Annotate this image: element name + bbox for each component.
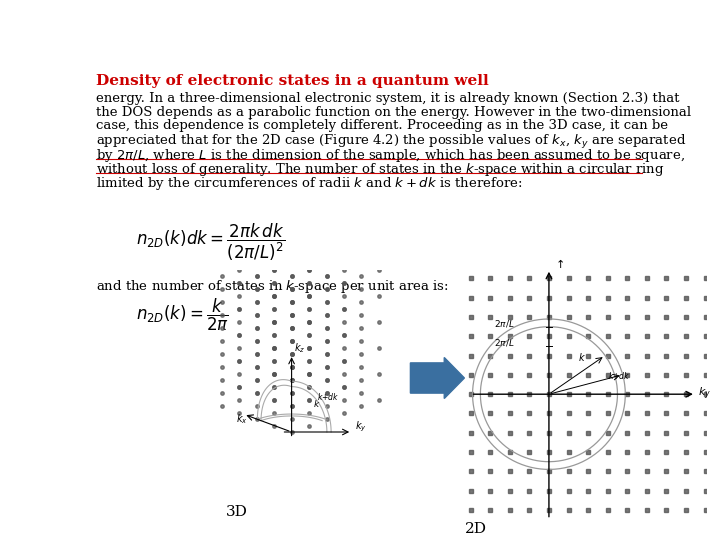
Text: and the number of states in $k$-space per unit area is:: and the number of states in $k$-space pe…	[96, 278, 449, 295]
Text: by $2\pi/L$, where $L$ is the dimension of the sample, which has been assumed to: by $2\pi/L$, where $L$ is the dimension …	[96, 147, 685, 164]
Text: $\uparrow$: $\uparrow$	[553, 256, 564, 269]
Text: $k$: $k$	[578, 352, 586, 363]
Text: without loss of generality. The number of states in the $k$-space within a circu: without loss of generality. The number o…	[96, 161, 665, 178]
Text: Density of electronic states in a quantum well: Density of electronic states in a quantu…	[96, 74, 489, 88]
Text: case, this dependence is completely different. Proceeding as in the 3D case, it : case, this dependence is completely diff…	[96, 119, 668, 132]
Text: $k{+}dk$: $k{+}dk$	[317, 390, 339, 402]
Text: 2D: 2D	[464, 522, 487, 536]
Text: $k_z$: $k_z$	[294, 341, 305, 355]
Text: energy. In a three-dimensional electronic system, it is already known (Section 2: energy. In a three-dimensional electroni…	[96, 92, 680, 105]
Text: limited by the circumferences of radii $k$ and $k+dk$ is therefore:: limited by the circumferences of radii $…	[96, 175, 523, 192]
Text: $k_y$: $k_y$	[355, 419, 366, 434]
Text: $n_{2D}(k) = \dfrac{k}{2\pi}$: $n_{2D}(k) = \dfrac{k}{2\pi}$	[137, 297, 230, 333]
Text: the DOS depends as a parabolic function on the energy. However in the two-dimens: the DOS depends as a parabolic function …	[96, 106, 691, 119]
Text: $k{+}dk$: $k{+}dk$	[608, 370, 630, 381]
FancyArrow shape	[410, 357, 464, 399]
Text: appreciated that for the 2D case (Figure 4.2) the possible values of $k_x$, $k_y: appreciated that for the 2D case (Figure…	[96, 133, 686, 151]
Text: $k_x$: $k_x$	[236, 412, 248, 426]
Text: $2\pi/L$: $2\pi/L$	[494, 338, 515, 348]
Text: $k$: $k$	[312, 399, 320, 409]
Text: $k_y$: $k_y$	[698, 386, 711, 402]
Text: $2\pi/L$: $2\pi/L$	[494, 318, 515, 329]
Text: 3D: 3D	[226, 505, 248, 519]
Text: $n_{2D}(k)dk = \dfrac{2\pi k\,dk}{(2\pi/L)^2}$: $n_{2D}(k)dk = \dfrac{2\pi k\,dk}{(2\pi/…	[137, 221, 286, 262]
